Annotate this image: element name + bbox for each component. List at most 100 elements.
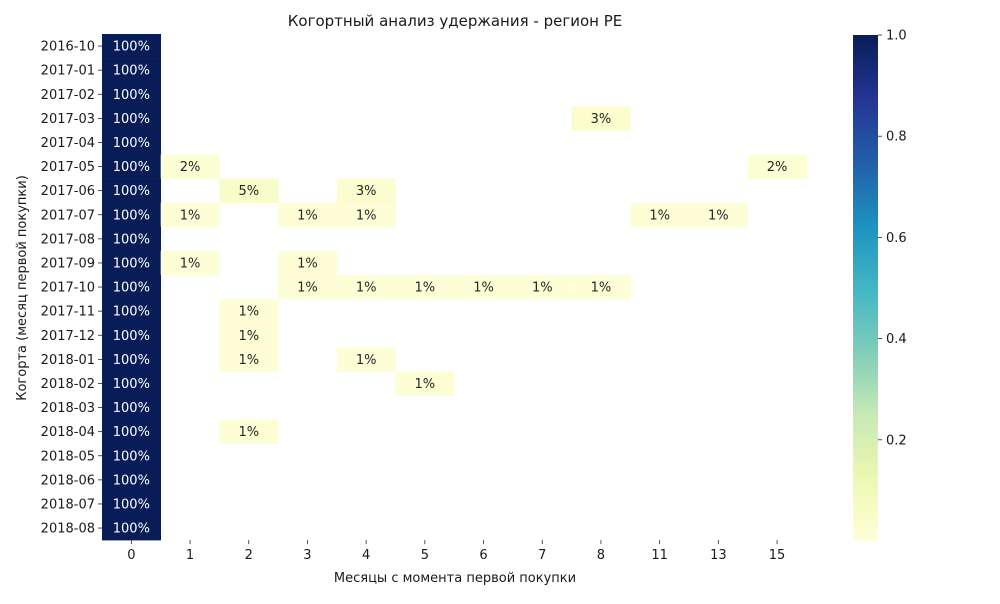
cell-value-label: 5% (238, 184, 259, 199)
y-tick-label: 2017-02 (41, 88, 95, 103)
cell-value-label: 1% (591, 281, 612, 296)
heatmap-cell (102, 130, 161, 155)
heatmap-cells: 100% 100% 100% 100% 3% 100% 100% 2% 2% 100% 5% 3% 10… (102, 34, 807, 541)
cell-value-label: 100% (113, 473, 150, 488)
x-tick-label: 8 (597, 548, 605, 563)
colorbar-tick-label: 0.6 (886, 231, 907, 246)
cell-value-label: 100% (113, 522, 150, 537)
y-axis-label: Когорта (месяц первой покупки) (15, 175, 30, 401)
heatmap-cell (102, 323, 161, 348)
colorbar: 0.2 0.4 0.6 0.8 1.0 (853, 29, 907, 541)
cell-value-label: 100% (113, 401, 150, 416)
heatmap-cell (395, 275, 455, 300)
cell-value-label: 1% (180, 256, 201, 271)
heatmap-cell (395, 371, 455, 396)
cell-value-label: 100% (113, 88, 150, 103)
colorbar-ticks: 0.2 0.4 0.6 0.8 1.0 (878, 29, 907, 448)
cell-value-label: 1% (415, 281, 436, 296)
cell-value-label: 1% (238, 425, 259, 440)
x-tick-label: 3 (303, 548, 311, 563)
cell-value-label: 1% (180, 208, 201, 223)
x-tick-label: 7 (538, 548, 546, 563)
x-tick-label: 5 (421, 548, 429, 563)
y-tick-label: 2017-10 (41, 281, 95, 296)
cell-value-label: 1% (238, 353, 259, 368)
y-tick-label: 2017-09 (41, 256, 95, 271)
cell-value-label: 100% (113, 353, 150, 368)
heatmap-cell (102, 106, 161, 131)
cell-value-label: 100% (113, 329, 150, 344)
y-tick-label: 2017-07 (41, 208, 95, 223)
heatmap-cell (102, 419, 161, 444)
y-tick-label: 2018-06 (41, 473, 95, 488)
y-tick-label: 2018-03 (41, 401, 95, 416)
heatmap-cell (102, 154, 161, 179)
cell-value-label: 100% (113, 281, 150, 296)
heatmap-cell (278, 275, 338, 300)
cell-value-label: 1% (532, 281, 553, 296)
heatmap-cell (102, 443, 161, 469)
heatmap-cell (454, 275, 514, 300)
heatmap-cell (102, 491, 161, 517)
colorbar-tick-label: 0.8 (886, 130, 907, 145)
heatmap-cell (747, 154, 807, 179)
y-tick-label: 2016-10 (41, 40, 95, 55)
y-tick-label: 2018-08 (41, 522, 95, 537)
cell-value-label: 100% (113, 64, 150, 79)
colorbar-gradient (853, 35, 878, 541)
heatmap-cell (630, 202, 690, 228)
cell-value-label: 100% (113, 40, 150, 55)
heatmap-cell (102, 226, 161, 252)
y-tick-label: 2018-05 (41, 449, 95, 464)
heatmap-cell (689, 202, 748, 228)
x-axis-label: Месяцы с момента первой покупки (334, 571, 576, 586)
heatmap-cell (571, 106, 631, 131)
cell-value-label: 1% (356, 281, 377, 296)
x-tick-labels: 0 1 2 3 4 5 6 7 8 11 13 15 (127, 540, 785, 563)
heatmap-cell (102, 58, 161, 83)
y-tick-label: 2017-11 (41, 305, 95, 320)
y-tick-label: 2018-01 (41, 353, 95, 368)
heatmap-cell (571, 275, 631, 300)
y-tick-label: 2017-05 (41, 160, 95, 175)
cell-value-label: 100% (113, 256, 150, 271)
cell-value-label: 1% (649, 208, 670, 223)
cell-value-label: 3% (591, 112, 612, 127)
heatmap-cell (102, 299, 161, 324)
heatmap-cell (102, 250, 161, 276)
y-tick-label: 2017-01 (41, 64, 95, 79)
x-tick-label: 15 (769, 548, 786, 563)
heatmap-cell (102, 202, 161, 228)
colorbar-tick-label: 0.4 (886, 332, 907, 347)
heatmap-cell (102, 34, 161, 59)
heatmap-cell (336, 275, 396, 300)
heatmap-cell (160, 250, 220, 276)
heatmap-cell (102, 82, 161, 107)
cell-value-label: 100% (113, 305, 150, 320)
cell-value-label: 100% (113, 136, 150, 151)
heatmap-cell (336, 347, 396, 372)
cell-value-label: 100% (113, 425, 150, 440)
heatmap-cell (219, 323, 279, 348)
y-tick-label: 2017-08 (41, 232, 95, 247)
y-tick-label: 2018-07 (41, 497, 95, 512)
x-tick-label: 6 (479, 548, 487, 563)
cell-value-label: 1% (297, 208, 318, 223)
y-tick-label: 2018-02 (41, 377, 95, 392)
y-tick-label: 2017-12 (41, 329, 95, 344)
heatmap-cell (160, 154, 220, 179)
cell-value-label: 100% (113, 497, 150, 512)
cell-value-label: 1% (415, 377, 436, 392)
colorbar-tick-label: 1.0 (886, 29, 907, 44)
heatmap-cell (336, 178, 396, 203)
heatmap-cell (102, 178, 161, 203)
y-tick-label: 2017-03 (41, 112, 95, 127)
cell-value-label: 1% (297, 256, 318, 271)
cell-value-label: 1% (238, 329, 259, 344)
cell-value-label: 1% (473, 281, 494, 296)
cell-value-label: 100% (113, 449, 150, 464)
colorbar-tick-label: 0.2 (886, 433, 907, 448)
x-tick-label: 11 (651, 548, 668, 563)
cell-value-label: 100% (113, 377, 150, 392)
